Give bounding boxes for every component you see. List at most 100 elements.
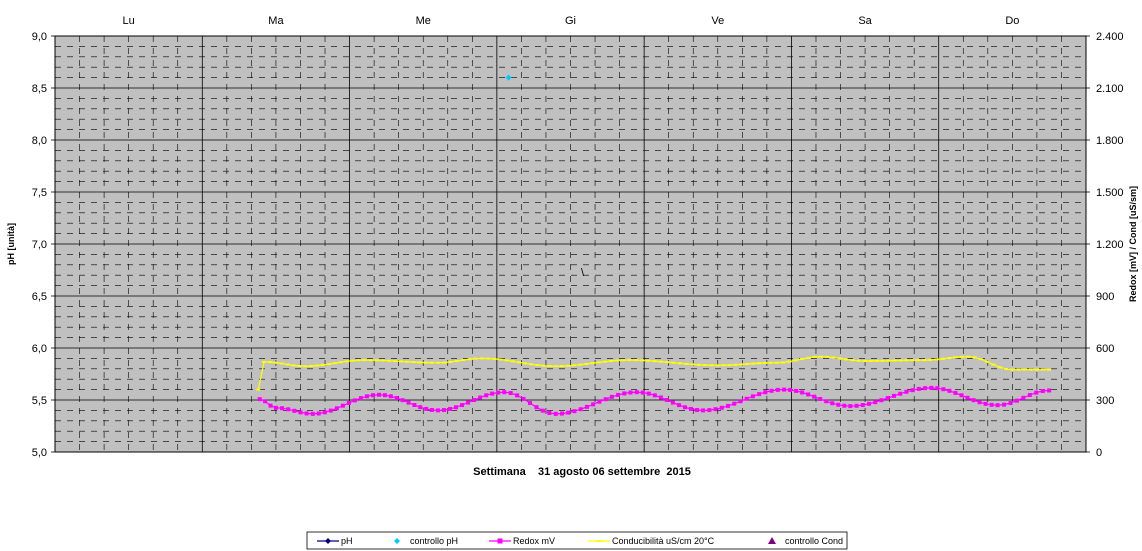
right-tick-label: 1.200: [1096, 239, 1124, 251]
point-redox-mv: [640, 390, 645, 395]
point-redox-mv: [695, 408, 700, 413]
right-tick-label: 900: [1096, 291, 1114, 303]
point-redox-mv: [597, 399, 602, 404]
point-redox-mv: [842, 403, 847, 408]
point-conducibilit-us-cm-20-c: [602, 360, 607, 363]
point-conducibilit-us-cm-20-c: [541, 364, 546, 367]
y-axis-title-left: pH [unità]: [6, 223, 16, 265]
legend-label-conducibilit-us-cm-20-c: Conducibilità uS/cm 20°C: [612, 536, 715, 546]
point-conducibilit-us-cm-20-c: [627, 359, 632, 362]
point-conducibilit-us-cm-20-c: [774, 361, 779, 364]
point-redox-mv: [1034, 390, 1039, 395]
point-conducibilit-us-cm-20-c: [1047, 368, 1052, 371]
point-redox-mv: [1002, 402, 1007, 407]
point-conducibilit-us-cm-20-c: [715, 364, 720, 367]
point-redox-mv: [553, 411, 558, 416]
point-conducibilit-us-cm-20-c: [584, 362, 589, 365]
point-redox-mv: [848, 404, 853, 409]
point-redox-mv: [496, 390, 501, 395]
point-conducibilit-us-cm-20-c: [411, 361, 416, 364]
point-conducibilit-us-cm-20-c: [806, 356, 811, 359]
point-redox-mv: [664, 398, 669, 403]
point-conducibilit-us-cm-20-c: [326, 363, 331, 366]
point-redox-mv: [490, 391, 495, 396]
point-conducibilit-us-cm-20-c: [486, 357, 491, 360]
point-conducibilit-us-cm-20-c: [590, 362, 595, 365]
point-redox-mv: [484, 393, 489, 398]
point-redox-mv: [406, 400, 411, 405]
point-conducibilit-us-cm-20-c: [315, 364, 320, 367]
point-redox-mv: [478, 395, 483, 400]
point-redox-mv: [616, 392, 621, 397]
point-conducibilit-us-cm-20-c: [435, 361, 440, 364]
point-conducibilit-us-cm-20-c: [350, 359, 355, 362]
point-conducibilit-us-cm-20-c: [386, 359, 391, 362]
point-conducibilit-us-cm-20-c: [703, 364, 708, 367]
point-redox-mv: [534, 405, 539, 410]
annotation-mark: \: [581, 267, 585, 279]
point-redox-mv: [540, 408, 545, 413]
point-redox-mv: [352, 398, 357, 403]
point-redox-mv: [713, 407, 718, 412]
point-conducibilit-us-cm-20-c: [572, 364, 577, 367]
point-conducibilit-us-cm-20-c: [733, 363, 738, 366]
point-conducibilit-us-cm-20-c: [417, 361, 422, 364]
point-redox-mv: [521, 396, 526, 401]
legend-label-redox-mv: Redox mV: [513, 536, 555, 546]
point-conducibilit-us-cm-20-c: [677, 362, 682, 365]
point-redox-mv: [460, 403, 465, 408]
point-redox-mv: [466, 400, 471, 405]
right-tick-label: 300: [1096, 395, 1114, 407]
legend-marker-controllo-ph: [394, 538, 400, 544]
point-redox-mv: [268, 403, 273, 408]
point-conducibilit-us-cm-20-c: [504, 359, 509, 362]
x-axis-title: Settimana 31 agosto 06 settembre 2015: [473, 466, 691, 478]
point-redox-mv: [371, 393, 376, 398]
point-conducibilit-us-cm-20-c: [959, 355, 964, 358]
point-conducibilit-us-cm-20-c: [268, 361, 273, 364]
left-tick-label: 7,0: [32, 239, 47, 251]
point-conducibilit-us-cm-20-c: [928, 358, 933, 361]
point-conducibilit-us-cm-20-c: [898, 359, 903, 362]
point-redox-mv: [1008, 401, 1013, 406]
point-redox-mv: [286, 407, 291, 412]
point-redox-mv: [603, 397, 608, 402]
point-redox-mv: [304, 411, 309, 416]
point-redox-mv: [916, 386, 921, 391]
point-conducibilit-us-cm-20-c: [492, 357, 497, 360]
point-conducibilit-us-cm-20-c: [285, 363, 290, 366]
point-redox-mv: [1040, 389, 1045, 394]
point-conducibilit-us-cm-20-c: [338, 361, 343, 364]
point-redox-mv: [394, 396, 399, 401]
point-conducibilit-us-cm-20-c: [709, 364, 714, 367]
point-redox-mv: [769, 388, 774, 393]
point-conducibilit-us-cm-20-c: [684, 362, 689, 365]
point-redox-mv: [929, 385, 934, 390]
point-conducibilit-us-cm-20-c: [256, 388, 261, 391]
point-conducibilit-us-cm-20-c: [510, 360, 515, 363]
point-conducibilit-us-cm-20-c: [321, 363, 326, 366]
point-conducibilit-us-cm-20-c: [665, 361, 670, 364]
point-redox-mv: [1014, 398, 1019, 403]
point-redox-mv: [935, 386, 940, 391]
point-redox-mv: [750, 394, 755, 399]
legend-label-controllo-cond: controllo Cond: [785, 536, 843, 546]
point-redox-mv: [867, 401, 872, 406]
point-conducibilit-us-cm-20-c: [303, 365, 308, 368]
left-tick-label: 8,0: [32, 135, 47, 147]
point-conducibilit-us-cm-20-c: [953, 356, 958, 359]
point-redox-mv: [670, 400, 675, 405]
point-redox-mv: [578, 407, 583, 412]
point-conducibilit-us-cm-20-c: [1028, 368, 1033, 371]
point-conducibilit-us-cm-20-c: [793, 359, 798, 362]
point-redox-mv: [806, 392, 811, 397]
legend: pH controllo pH Redox mV Conducibilità uS/c…: [306, 531, 848, 550]
point-redox-mv: [316, 411, 321, 416]
point-redox-mv: [953, 390, 958, 395]
point-conducibilit-us-cm-20-c: [721, 364, 726, 367]
point-conducibilit-us-cm-20-c: [344, 360, 349, 363]
point-conducibilit-us-cm-20-c: [442, 361, 447, 364]
point-redox-mv: [995, 403, 1000, 408]
point-redox-mv: [310, 411, 315, 416]
point-redox-mv: [334, 406, 339, 411]
